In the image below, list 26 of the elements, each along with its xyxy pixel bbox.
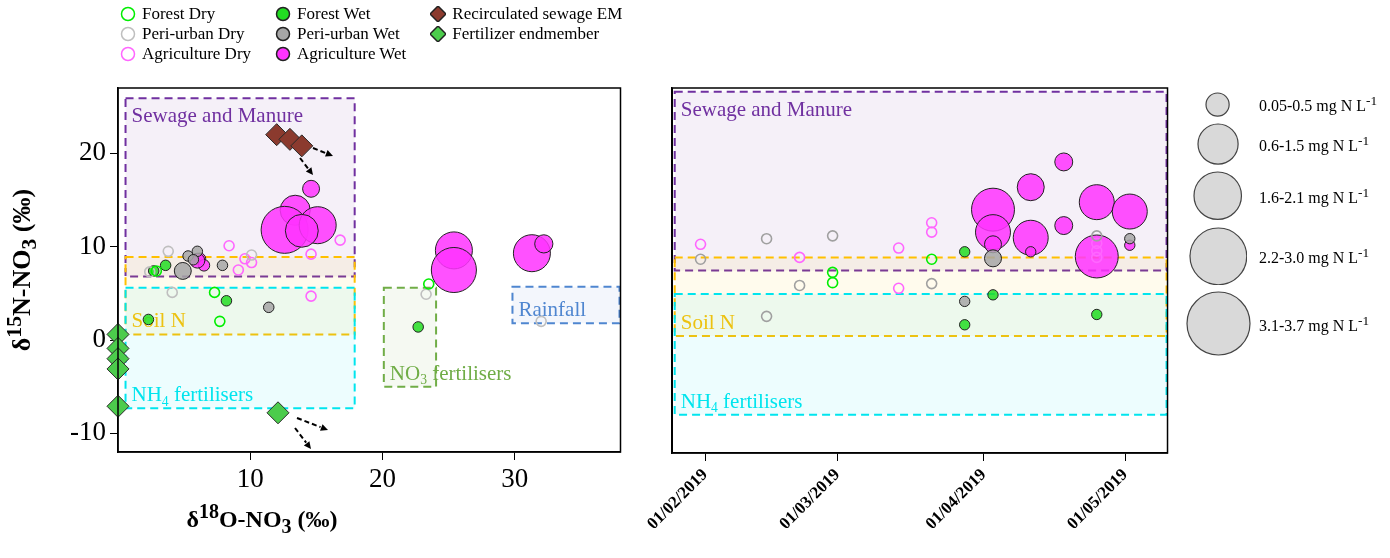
legend-label: Peri-urban Wet [297, 24, 400, 44]
legend-label: 2.2-3.0 mg N L$^{-1}$ [1259, 244, 1370, 268]
x-axis-title: δ$^{18}$O-NO$_{3}$ (‰) [186, 500, 338, 538]
x-tick-label: 30 [501, 463, 529, 494]
y-tick-label: 20 [79, 136, 106, 167]
x-tick-label: 10 [236, 463, 264, 494]
legend-label: Peri-urban Dry [142, 24, 245, 44]
band-label: Soil N [680, 310, 735, 335]
band-label: Rainfall [518, 297, 587, 322]
legend-label: 0.05-0.5 mg N L$^{-1}$ [1259, 93, 1378, 116]
legend-label: Fertilizer endmember [452, 24, 600, 44]
legend-label: Forest Dry [142, 4, 216, 24]
band-label: Soil N [131, 308, 186, 333]
y-tick-label: 10 [79, 229, 106, 260]
legend-label: Recirculated sewage EM [452, 4, 623, 24]
legend-label: Forest Wet [297, 4, 371, 24]
legend-label: Agriculture Dry [142, 44, 252, 64]
x-tick-label: 20 [368, 463, 396, 494]
y-tick-label: 0 [92, 323, 106, 354]
legend-label: 0.6-1.5 mg N L$^{-1}$ [1259, 133, 1370, 156]
legend-label: 1.6-2.1 mg N L$^{-1}$ [1259, 184, 1370, 208]
y-tick-label: -10 [70, 416, 106, 447]
band-label: Sewage and Manure [131, 103, 303, 128]
band-label: Sewage and Manure [680, 96, 853, 121]
legend-label: Agriculture Wet [297, 44, 407, 64]
legend-label: 3.1-3.7 mg N L$^{-1}$ [1259, 312, 1370, 336]
